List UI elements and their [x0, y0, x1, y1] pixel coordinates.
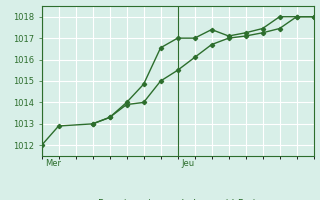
Text: Jeu: Jeu	[181, 159, 194, 168]
Text: Mer: Mer	[45, 159, 61, 168]
Text: Pression niveau de la mer( hPa ): Pression niveau de la mer( hPa )	[99, 198, 257, 200]
